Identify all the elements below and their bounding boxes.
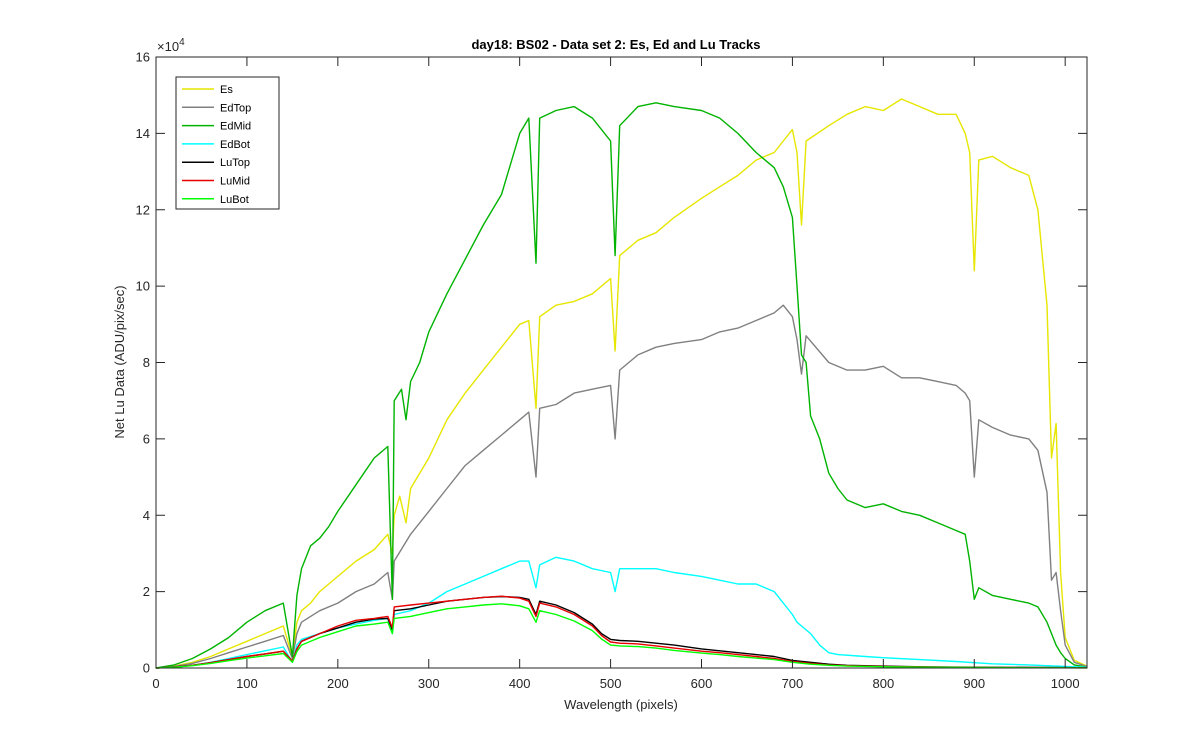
x-tick-label: 500 [600, 676, 622, 691]
x-tick-label: 600 [691, 676, 713, 691]
y-tick-label: 4 [143, 508, 150, 523]
y-tick-label: 10 [136, 279, 150, 294]
legend-label-es: Es [220, 84, 233, 96]
x-tick-label: 400 [509, 676, 531, 691]
x-axis: 0 100 200 300 400 500 600 700 800 900 1000 [152, 57, 1080, 691]
legend-label-edmid: EdMid [220, 121, 251, 133]
y-tick-label: 12 [136, 202, 150, 217]
series-line-edtop [155, 304, 1088, 669]
y-tick-label: 0 [143, 661, 150, 676]
x-axis-label: Wavelength (pixels) [564, 697, 678, 712]
x-tick-label: 300 [418, 676, 440, 691]
svg-text:×104: ×104 [157, 37, 185, 54]
y-tick-label: 8 [143, 355, 150, 370]
y-exponent: ×104 [157, 37, 185, 54]
legend-label-lubot: LuBot [220, 194, 249, 206]
y-tick-label: 2 [143, 584, 150, 599]
x-tick-label: 200 [327, 676, 349, 691]
chart-title: day18: BS02 - Data set 2: Es, Ed and Lu … [471, 37, 760, 52]
x-tick-label: 900 [963, 676, 985, 691]
x-tick-label: 800 [872, 676, 894, 691]
legend-label-lumid: LuMid [220, 176, 250, 188]
y-tick-label: 6 [143, 431, 150, 446]
legend-box [175, 76, 280, 210]
legend: Es EdTop EdMid EdBot LuTop LuMid LuBot [175, 76, 280, 210]
legend-label-lutop: LuTop [220, 157, 250, 169]
y-axis: 0 2 4 6 8 10 12 14 16 [136, 50, 1087, 676]
series-layer [155, 98, 1088, 669]
series-line-edmid [155, 102, 1088, 669]
x-tick-label: 700 [782, 676, 804, 691]
y-exponent-base: ×10 [157, 39, 179, 54]
series-line-lubot [155, 603, 1088, 669]
y-axis-label: Net Lu Data (ADU/pix/sec) [112, 285, 127, 438]
y-tick-label: 14 [136, 126, 150, 141]
plot-area [156, 57, 1087, 668]
x-tick-label: 0 [152, 676, 159, 691]
y-tick-label: 16 [136, 50, 150, 65]
x-tick-label: 100 [236, 676, 258, 691]
legend-label-edtop: EdTop [220, 102, 251, 114]
series-line-es [155, 98, 1088, 669]
x-tick-label: 1000 [1051, 676, 1080, 691]
legend-label-edbot: EdBot [220, 139, 250, 151]
series-line-edbot [155, 556, 1088, 669]
y-exponent-power: 4 [179, 37, 185, 48]
